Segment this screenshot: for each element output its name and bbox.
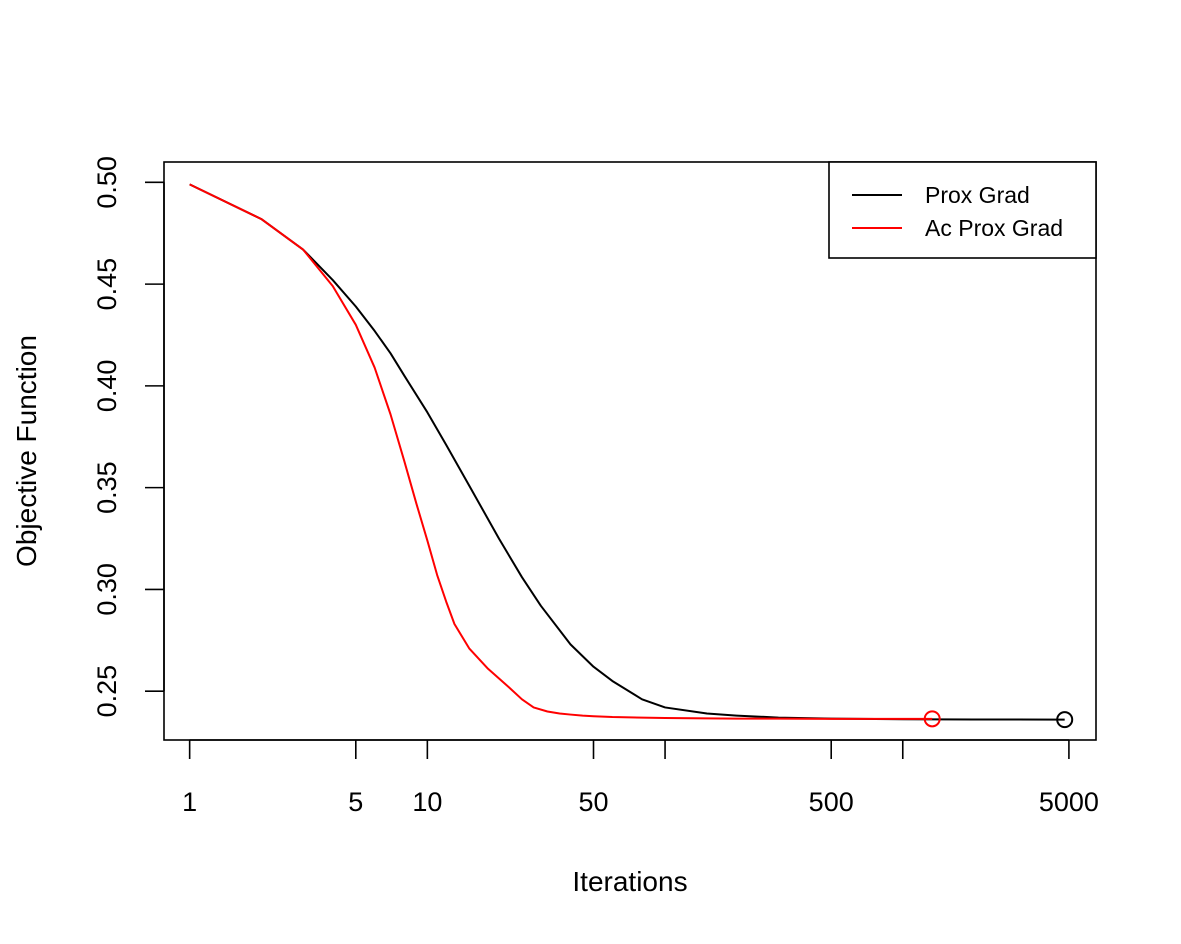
legend-box — [828, 161, 1097, 259]
y-tick-label-0-50: 0.50 — [92, 156, 122, 209]
x-tick-label-5000: 5000 — [1039, 787, 1099, 817]
end-marker-prox-grad — [1056, 711, 1074, 729]
y-axis: 0.25 0.30 0.35 0.40 0.45 0.50 — [92, 156, 165, 718]
y-tick-label-0-25: 0.25 — [92, 665, 122, 718]
x-tick-label-10: 10 — [412, 787, 442, 817]
x-tick-label-5: 5 — [348, 787, 363, 817]
end-marker-ac-prox-grad — [923, 710, 941, 728]
series-layer — [189, 183, 1065, 721]
series-line-prox-grad — [189, 183, 1065, 721]
x-tick-label-500: 500 — [809, 787, 854, 817]
y-tick-label-0-30: 0.30 — [92, 563, 122, 616]
y-tick-label-0-45: 0.45 — [92, 258, 122, 311]
x-axis: 1 5 10 50 500 5000 — [182, 739, 1099, 817]
legend-label-prox-grad: Prox Grad — [925, 182, 1030, 208]
y-tick-label-0-35: 0.35 — [92, 461, 122, 514]
end-marker-layer — [923, 710, 1074, 729]
x-axis-title: Iterations — [572, 866, 687, 897]
x-tick-label-50: 50 — [578, 787, 608, 817]
y-tick-label-0-40: 0.40 — [92, 360, 122, 413]
legend: Prox Grad Ac Prox Grad — [828, 161, 1097, 259]
x-tick-label-1: 1 — [182, 787, 197, 817]
legend-label-ac-prox-grad: Ac Prox Grad — [925, 215, 1063, 241]
series-line-ac-prox-grad — [189, 183, 933, 720]
y-axis-title: Objective Function — [11, 335, 42, 567]
